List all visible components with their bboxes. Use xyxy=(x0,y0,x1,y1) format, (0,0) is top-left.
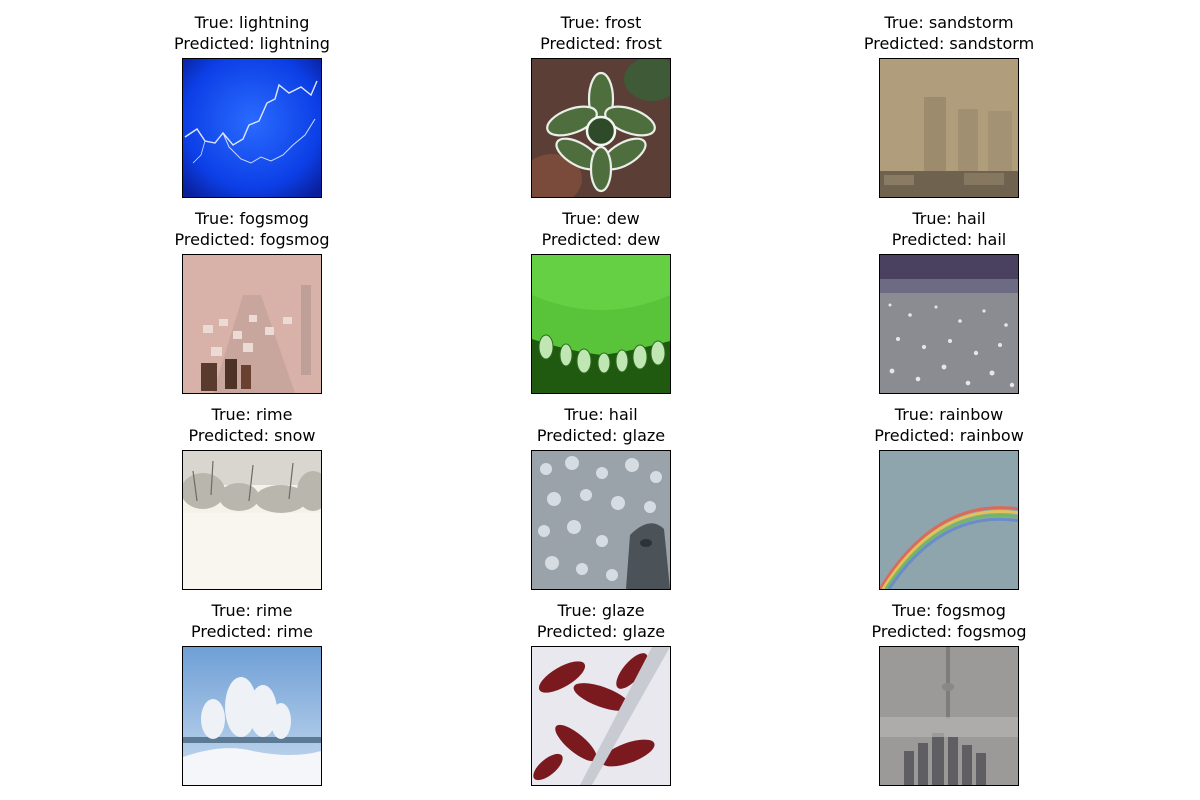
true-label: True: hail xyxy=(912,209,986,228)
panel-title: True: lightning Predicted: lightning xyxy=(142,12,362,54)
predicted-label: Predicted: rainbow xyxy=(874,426,1024,445)
panel-title: True: fogsmog Predicted: fogsmog xyxy=(839,600,1059,642)
panel-title: True: glaze Predicted: glaze xyxy=(491,600,711,642)
panel-title: True: sandstorm Predicted: sandstorm xyxy=(839,12,1059,54)
predicted-label: Predicted: rime xyxy=(190,622,314,641)
panel-fogsmog: True: fogsmog Predicted: fogsmog xyxy=(142,208,362,404)
panel-sandstorm: True: sandstorm Predicted: sandstorm xyxy=(839,12,1059,208)
panel-rainbow: True: rainbow Predicted: rainbow xyxy=(839,404,1059,600)
true-label: True: rainbow xyxy=(894,405,1004,424)
panel-title: True: frost Predicted: frost xyxy=(491,12,711,54)
true-label: True: fogsmog xyxy=(195,209,309,228)
panel-glaze: True: glaze Predicted: glaze xyxy=(491,600,711,796)
panel-fogsmog-2: True: fogsmog Predicted: fogsmog xyxy=(839,600,1059,796)
weather-image-sandstorm xyxy=(879,58,1019,198)
true-label: True: glaze xyxy=(557,601,645,620)
true-label: True: rime xyxy=(211,601,293,620)
weather-image-dew xyxy=(531,254,671,394)
predicted-label: Predicted: sandstorm xyxy=(863,34,1035,53)
predicted-label: Predicted: glaze xyxy=(536,622,666,641)
panel-title: True: rime Predicted: rime xyxy=(142,600,362,642)
panel-title: True: rainbow Predicted: rainbow xyxy=(839,404,1059,446)
panel-rime: True: rime Predicted: snow xyxy=(142,404,362,600)
true-label: True: frost xyxy=(560,13,642,32)
true-label: True: lightning xyxy=(194,13,310,32)
true-label: True: sandstorm xyxy=(884,13,1014,32)
panel-frost: True: frost Predicted: frost xyxy=(491,12,711,208)
panel-hail: True: hail Predicted: hail xyxy=(839,208,1059,404)
predicted-label: Predicted: dew xyxy=(541,230,661,249)
panel-hail-glaze: True: hail Predicted: glaze xyxy=(491,404,711,600)
true-label: True: fogsmog xyxy=(892,601,1006,620)
predicted-label: Predicted: glaze xyxy=(536,426,666,445)
predicted-label: Predicted: lightning xyxy=(174,34,330,53)
panel-title: True: rime Predicted: snow xyxy=(142,404,362,446)
weather-image-rainbow xyxy=(879,450,1019,590)
weather-image-hail xyxy=(879,254,1019,394)
predicted-label: Predicted: fogsmog xyxy=(871,622,1027,641)
predicted-label: Predicted: fogsmog xyxy=(174,230,330,249)
panel-title: True: hail Predicted: hail xyxy=(839,208,1059,250)
panel-title: True: hail Predicted: glaze xyxy=(491,404,711,446)
panel-dew: True: dew Predicted: dew xyxy=(491,208,711,404)
true-label: True: dew xyxy=(562,209,640,228)
panel-lightning: True: lightning Predicted: lightning xyxy=(142,12,362,208)
predicted-label: Predicted: snow xyxy=(188,426,316,445)
weather-image-rime xyxy=(182,450,322,590)
weather-image-rime-2 xyxy=(182,646,322,786)
panel-title: True: fogsmog Predicted: fogsmog xyxy=(142,208,362,250)
panel-title: True: dew Predicted: dew xyxy=(491,208,711,250)
weather-image-lightning xyxy=(182,58,322,198)
predicted-label: Predicted: frost xyxy=(540,34,662,53)
weather-image-hail-glaze xyxy=(531,450,671,590)
true-label: True: rime xyxy=(211,405,293,424)
weather-image-glaze xyxy=(531,646,671,786)
predicted-label: Predicted: hail xyxy=(891,230,1007,249)
panel-rime-2: True: rime Predicted: rime xyxy=(142,600,362,796)
weather-image-frost xyxy=(531,58,671,198)
weather-image-fogsmog xyxy=(182,254,322,394)
weather-image-fogsmog-2 xyxy=(879,646,1019,786)
true-label: True: hail xyxy=(564,405,638,424)
